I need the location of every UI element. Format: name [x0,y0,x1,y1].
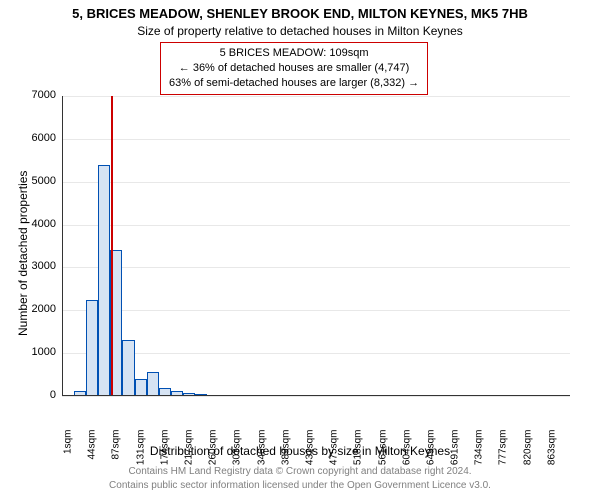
x-tick-label: 561sqm [377,430,388,480]
gridline-h [62,225,570,226]
y-tick-label: 7000 [22,89,56,101]
x-tick-label: 131sqm [135,430,146,480]
annot-line-2: ← 36% of detached houses are smaller (4,… [169,61,419,76]
y-tick-label: 2000 [22,303,56,315]
x-tick-label: 1sqm [63,430,74,480]
annot-line-1: 5 BRICES MEADOW: 109sqm [169,46,419,61]
gridline-h [62,267,570,268]
x-tick-label: 863sqm [546,430,557,480]
annot-line-3: 63% of semi-detached houses are larger (… [169,76,419,91]
gridline-h [62,310,570,311]
chart-title-sub: Size of property relative to detached ho… [0,24,600,38]
x-tick-label: 174sqm [159,430,170,480]
x-tick-label: 820sqm [522,430,533,480]
chart-container: 5, BRICES MEADOW, SHENLEY BROOK END, MIL… [0,0,600,500]
gridline-h [62,396,570,397]
histogram-bar [86,300,98,396]
x-tick-label: 734sqm [474,430,485,480]
y-tick-label: 1000 [22,346,56,358]
gridline-h [62,353,570,354]
plot-area [62,96,570,396]
histogram-bar [135,379,147,396]
x-tick-label: 44sqm [87,430,98,480]
y-tick-label: 6000 [22,132,56,144]
y-tick-label: 0 [22,389,56,401]
x-tick-label: 260sqm [208,430,219,480]
x-tick-label: 604sqm [401,430,412,480]
x-tick-label: 217sqm [184,430,195,480]
gridline-h [62,139,570,140]
x-tick-label: 346sqm [256,430,267,480]
histogram-bar [98,165,110,396]
x-tick-label: 777sqm [498,430,509,480]
footer-line-2: Contains public sector information licen… [0,480,600,491]
x-tick-label: 389sqm [280,430,291,480]
histogram-bar [147,372,159,396]
reference-line [111,96,113,396]
x-axis-line [62,395,570,396]
chart-title-main: 5, BRICES MEADOW, SHENLEY BROOK END, MIL… [0,6,600,21]
x-tick-label: 691sqm [450,430,461,480]
x-tick-label: 432sqm [304,430,315,480]
gridline-h [62,96,570,97]
x-tick-label: 87sqm [111,430,122,480]
histogram-bar [122,340,134,396]
reference-annotation: 5 BRICES MEADOW: 109sqm ← 36% of detache… [160,42,428,95]
x-tick-label: 518sqm [353,430,364,480]
gridline-h [62,182,570,183]
x-tick-label: 303sqm [232,430,243,480]
y-tick-label: 4000 [22,218,56,230]
y-tick-label: 3000 [22,260,56,272]
y-axis-line [62,96,63,396]
x-tick-label: 475sqm [329,430,340,480]
y-tick-label: 5000 [22,175,56,187]
x-tick-label: 649sqm [425,430,436,480]
